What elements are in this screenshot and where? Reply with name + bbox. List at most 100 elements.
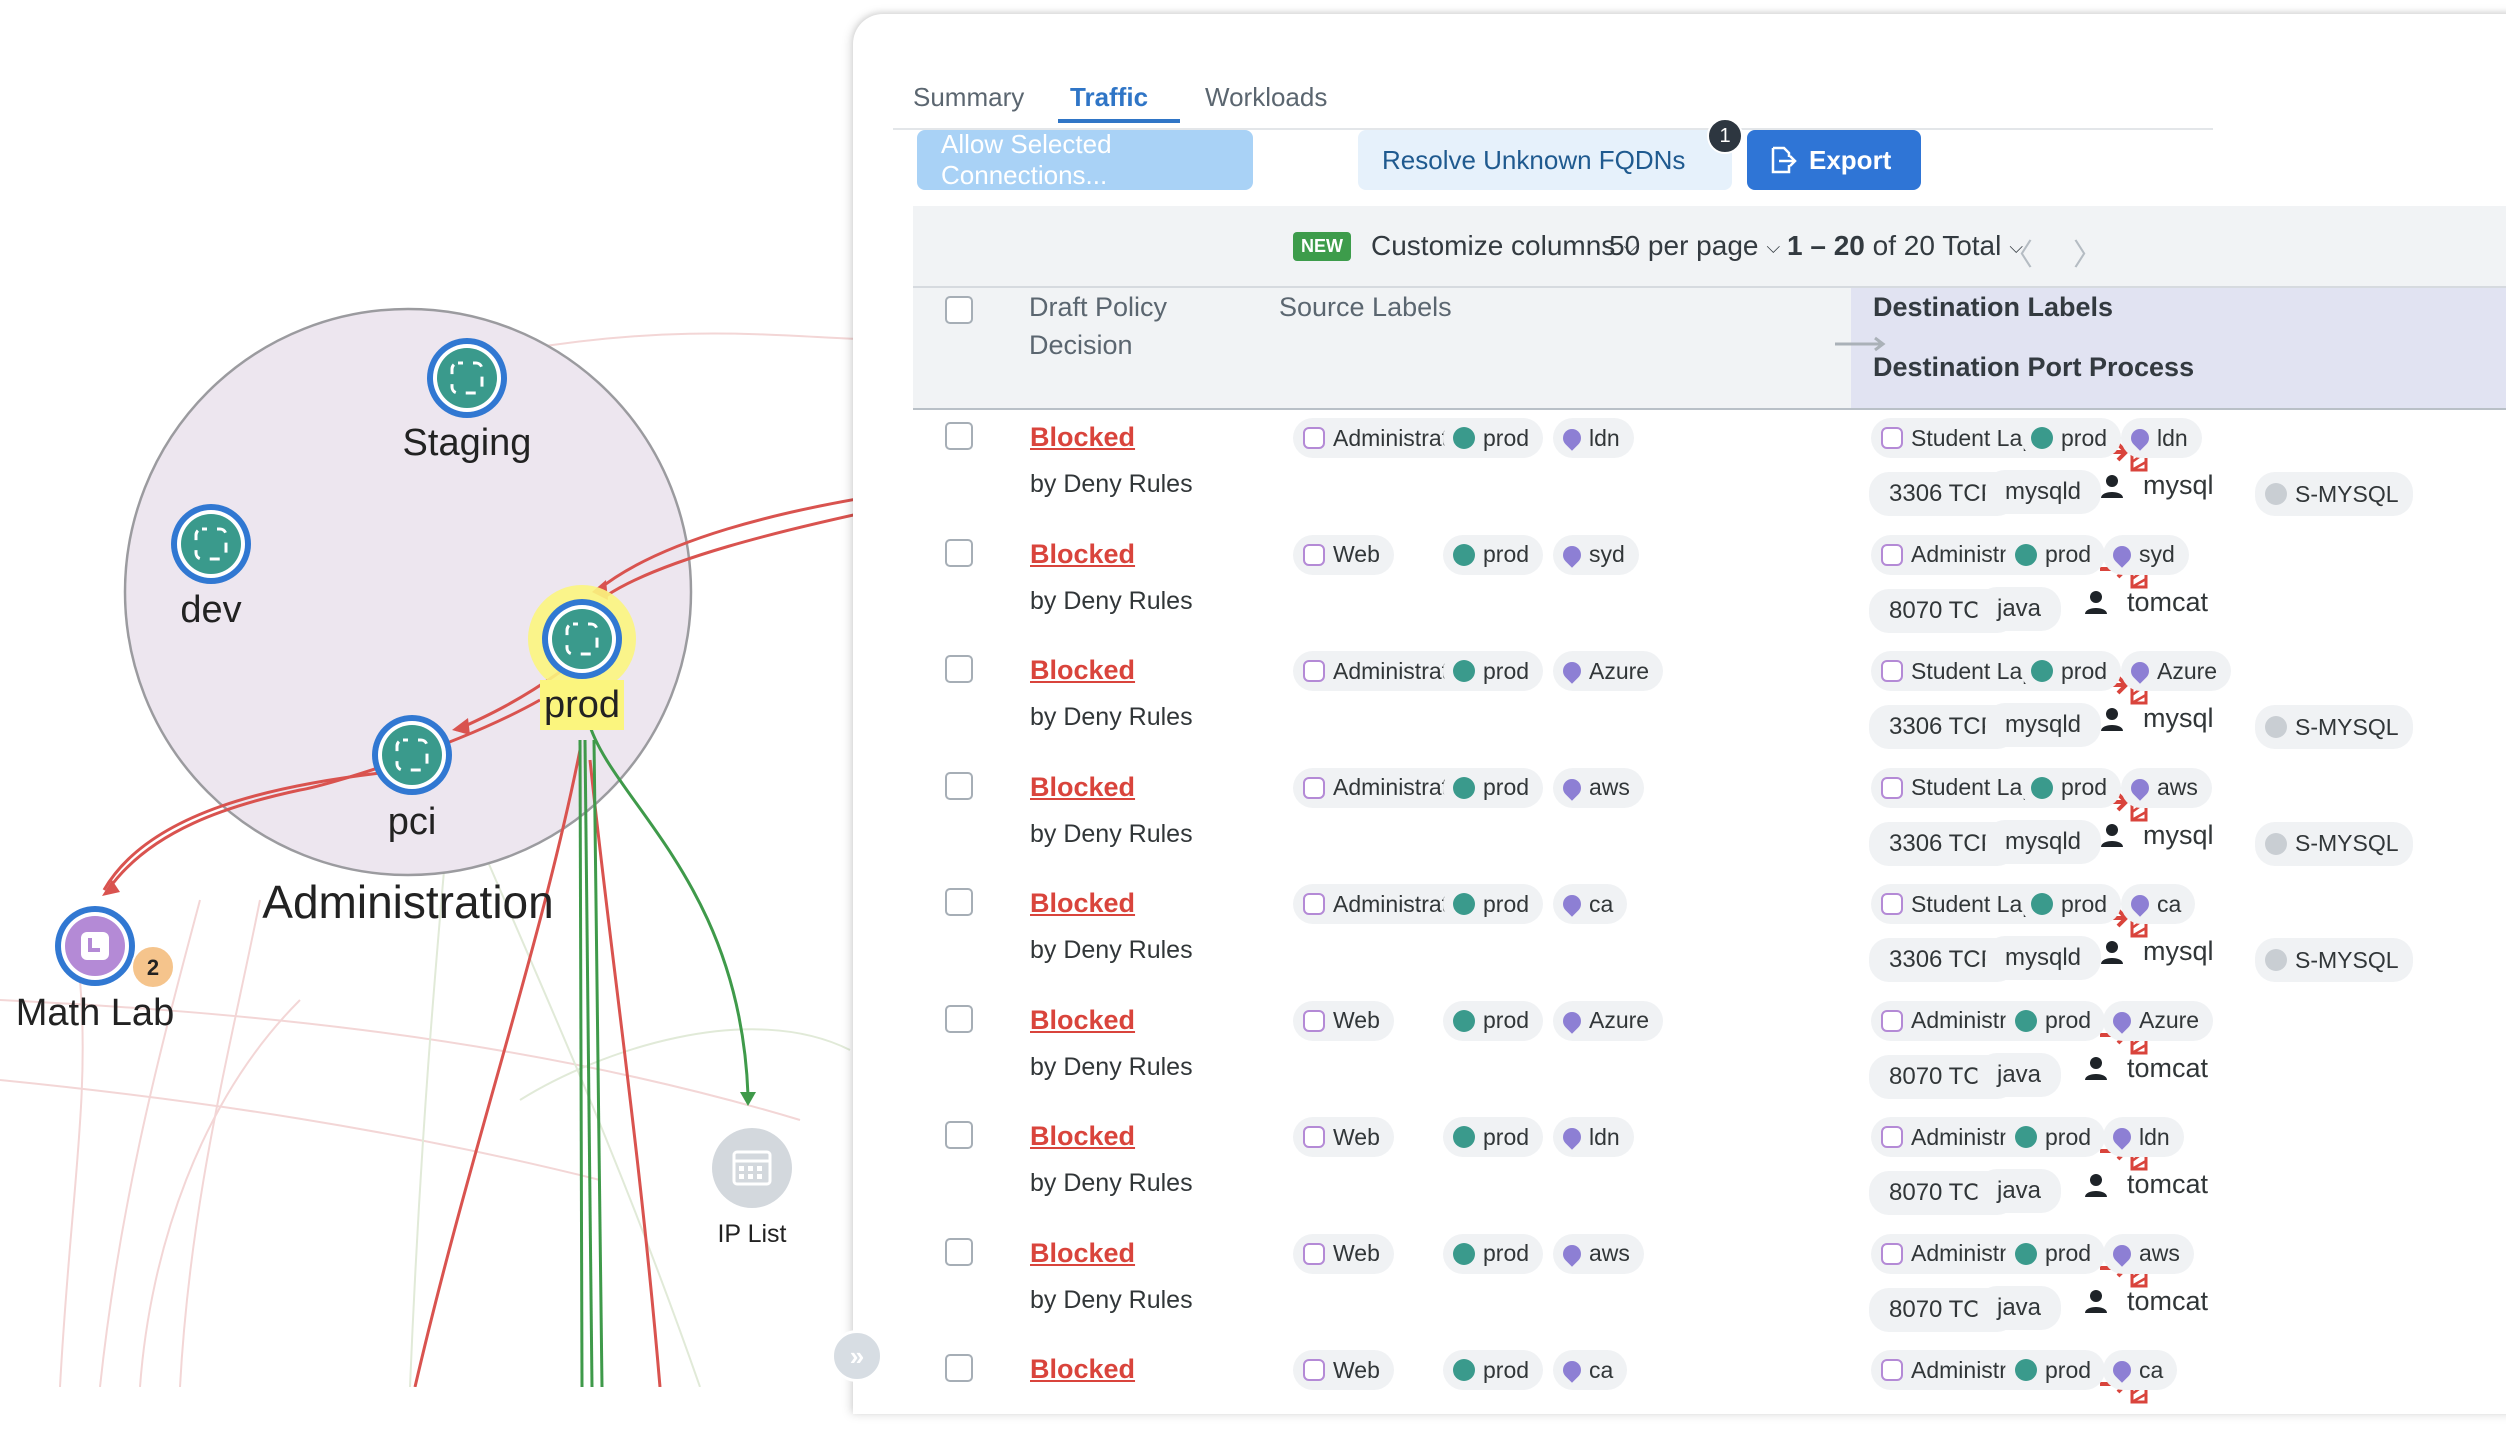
service-chip[interactable]: S-MYSQL — [2255, 938, 2413, 982]
source-label-chip[interactable]: ldn — [1553, 418, 1634, 458]
destination-label-chip[interactable]: prod — [2021, 884, 2122, 924]
source-label-chip[interactable]: Web — [1293, 1000, 1394, 1041]
source-label-chip[interactable]: syd — [1553, 534, 1639, 575]
node-prod[interactable] — [542, 599, 622, 679]
service-chip[interactable]: S-MYSQL — [2255, 705, 2413, 749]
source-label-chip[interactable]: prod — [1443, 1000, 1544, 1041]
customize-columns-dropdown[interactable]: Customize columns ⌵ — [1371, 230, 1637, 262]
table-row[interactable]: Blocked by Deny Rules Web prod syd Administr… — [913, 525, 2506, 641]
source-label-chip[interactable]: prod — [1443, 1350, 1544, 1390]
row-checkbox[interactable] — [945, 422, 973, 450]
node-dev[interactable] — [171, 504, 251, 584]
source-label-chip[interactable]: prod — [1443, 1117, 1544, 1157]
source-label-chip[interactable]: ca — [1553, 884, 1628, 924]
service-chip[interactable]: S-MYSQL — [2255, 821, 2413, 866]
table-row[interactable]: Blocked Web prod ca Administration prod ca — [913, 1340, 2506, 1456]
pagination-range[interactable]: 1 – 20 of 20 Total ⌵ — [1787, 230, 2023, 262]
decision-link[interactable]: Blocked — [1030, 1121, 1136, 1151]
row-checkbox[interactable] — [945, 655, 973, 683]
destination-label-chip[interactable]: prod — [2021, 418, 2122, 458]
user-icon — [2101, 940, 2123, 964]
destination-label-chip[interactable]: prod — [2021, 651, 2122, 691]
source-label-chip[interactable]: ca — [1553, 1350, 1628, 1390]
destination-label-chip[interactable]: Azure — [2103, 1000, 2214, 1041]
destination-label-chip[interactable]: prod — [2005, 1117, 2106, 1157]
table-row[interactable]: Blocked by Deny Rules Administration prod aw… — [913, 758, 2506, 874]
row-checkbox[interactable] — [945, 771, 973, 800]
decision-link[interactable]: Blocked — [1030, 1354, 1136, 1384]
node-pci[interactable] — [372, 715, 452, 795]
source-label-chip[interactable]: Azure — [1553, 651, 1664, 691]
destination-label-chip[interactable]: prod — [2021, 767, 2122, 808]
source-label-chip[interactable]: Web — [1293, 1117, 1394, 1157]
traffic-map[interactable]: Staging dev prod pci Administration 2 Ma… — [0, 0, 900, 1387]
source-label-chip[interactable]: prod — [1443, 651, 1544, 691]
export-button[interactable]: Export — [1747, 130, 1921, 190]
decision-link[interactable]: Blocked — [1030, 422, 1136, 452]
source-label-chip[interactable]: Web — [1293, 1350, 1394, 1390]
decision-link[interactable]: Blocked — [1030, 655, 1136, 685]
destination-label-chip[interactable]: syd — [2103, 534, 2189, 575]
destination-labels-column-header[interactable]: Destination Labels — [1873, 292, 2114, 322]
select-all-checkbox[interactable] — [945, 296, 973, 324]
table-row[interactable]: Blocked by Deny Rules Administration prod ld… — [913, 408, 2506, 524]
service-chip[interactable]: S-MYSQL — [2255, 472, 2413, 516]
next-page-button[interactable]: 〉 — [2073, 239, 2103, 272]
source-label-chip[interactable]: Web — [1293, 1233, 1394, 1274]
resolve-unknown-fqdns-button[interactable]: Resolve Unknown FQDNs — [1358, 130, 1732, 190]
tab-traffic[interactable]: Traffic — [1070, 82, 1149, 112]
destination-port-process-column-header[interactable]: Destination Port Process — [1873, 352, 2195, 382]
destination-label-chip[interactable]: prod — [2005, 1000, 2106, 1041]
source-label-chip[interactable]: aws — [1553, 1233, 1644, 1274]
table-row[interactable]: Blocked by Deny Rules Web prod aws Administr… — [913, 1224, 2506, 1340]
table-row[interactable]: Blocked by Deny Rules Web prod ldn Administr… — [913, 1107, 2506, 1223]
chip-text: prod — [1483, 657, 1530, 684]
node-math-lab[interactable] — [55, 906, 135, 986]
per-page-dropdown[interactable]: 50 per page ⌵ — [1609, 230, 1780, 262]
table-row[interactable]: Blocked by Deny Rules Administration prod ca… — [913, 874, 2506, 990]
destination-label-chip[interactable]: Azure — [2121, 651, 2232, 691]
chip-text: Azure — [2157, 657, 2218, 684]
source-label-chip[interactable]: prod — [1443, 534, 1544, 575]
destination-label-chip[interactable]: prod — [2005, 534, 2106, 575]
decision-column-header[interactable]: Draft Policy Decision — [1029, 288, 1167, 364]
node-staging[interactable] — [427, 338, 507, 418]
source-label-chip[interactable]: prod — [1443, 1233, 1544, 1274]
decision-link[interactable]: Blocked — [1030, 1004, 1136, 1035]
source-label-chip[interactable]: Web — [1293, 534, 1394, 575]
row-checkbox[interactable] — [945, 1237, 973, 1266]
group-administration-circle[interactable] — [123, 307, 693, 877]
source-label-chip[interactable]: aws — [1553, 767, 1644, 808]
decision-link[interactable]: Blocked — [1030, 1237, 1136, 1268]
table-row[interactable]: Blocked by Deny Rules Administration prod Az… — [913, 641, 2506, 757]
allow-selected-connections-button[interactable]: Allow Selected Connections... — [917, 129, 1253, 190]
source-labels-column-header[interactable]: Source Labels — [1279, 292, 1452, 322]
node-ip-list[interactable] — [712, 1128, 792, 1208]
decision-link[interactable]: Blocked — [1030, 888, 1136, 918]
row-checkbox[interactable] — [945, 1121, 973, 1149]
row-checkbox[interactable] — [945, 538, 973, 567]
collapse-panel-button[interactable]: » — [831, 1330, 883, 1382]
row-checkbox[interactable] — [945, 888, 973, 916]
source-label-chip[interactable]: prod — [1443, 418, 1544, 458]
destination-label-chip[interactable]: prod — [2005, 1350, 2106, 1390]
row-checkbox[interactable] — [945, 1354, 973, 1382]
destination-label-chip[interactable]: aws — [2103, 1233, 2194, 1274]
row-checkbox[interactable] — [945, 1004, 973, 1033]
destination-label-chip[interactable]: ca — [2103, 1350, 2178, 1390]
source-label-chip[interactable]: prod — [1443, 884, 1544, 924]
destination-label-chip[interactable]: ldn — [2121, 418, 2202, 458]
destination-label-chip[interactable]: aws — [2121, 767, 2212, 808]
destination-label-chip[interactable]: prod — [2005, 1233, 2106, 1274]
tab-summary[interactable]: Summary — [913, 82, 1025, 112]
source-label-chip[interactable]: Azure — [1553, 1000, 1664, 1041]
prev-page-button[interactable]: 〈 — [2003, 239, 2033, 272]
destination-label-chip[interactable]: ldn — [2103, 1117, 2184, 1157]
destination-label-chip[interactable]: ca — [2121, 884, 2196, 924]
table-row[interactable]: Blocked by Deny Rules Web prod Azure Adminis… — [913, 991, 2506, 1107]
decision-link[interactable]: Blocked — [1030, 538, 1136, 569]
source-label-chip[interactable]: prod — [1443, 767, 1544, 808]
tab-workloads[interactable]: Workloads — [1205, 82, 1328, 112]
decision-link[interactable]: Blocked — [1030, 771, 1136, 802]
source-label-chip[interactable]: ldn — [1553, 1117, 1634, 1157]
